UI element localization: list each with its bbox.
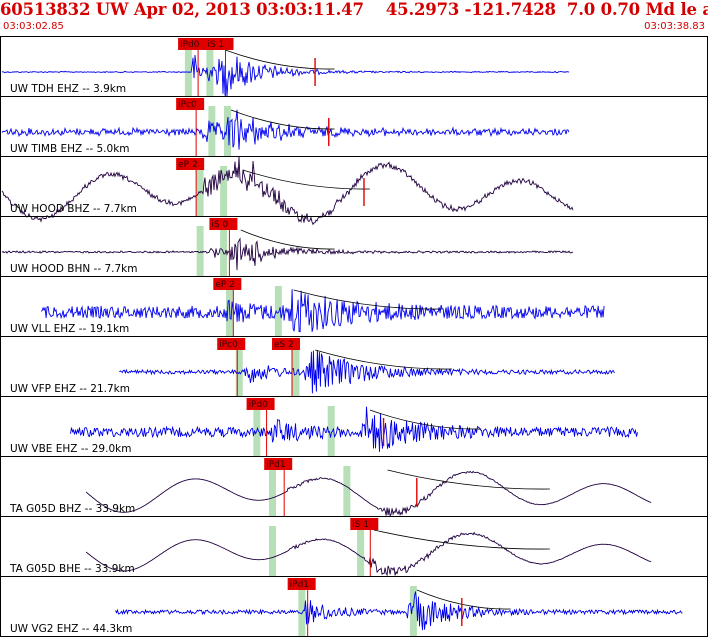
waveform-trace [85,531,652,577]
station-label: UW VBE EHZ -- 29.0km [10,443,131,455]
waveform-trace [1,109,570,150]
pick-flag [176,158,205,170]
pick-label: iPd1 [266,460,285,470]
coda-curve [230,109,335,130]
coda-curve [315,349,453,370]
pick-flag [350,518,379,530]
pick-flag [205,38,234,50]
waveform-trace [1,54,570,97]
pick-flag [176,98,205,110]
pick-label: iPc0 [178,100,197,110]
station-label: UW VLL EHZ -- 19.1km [10,323,129,335]
pick-window [196,226,204,276]
pick-label: eS 2 [274,340,294,350]
coda-curve [225,49,335,70]
coda-curve [369,409,482,430]
trace-panel: iPd1 TA G05D BHZ -- 33.9km [0,456,708,518]
waveform-trace [115,591,683,631]
trace-panel: iPc0 UW TIMB EHZ -- 5.0km [0,96,708,157]
pick-window [269,526,277,576]
pick-label: iS 1 [352,520,369,530]
pick-flag [246,398,275,410]
pick-label: iPc0 [219,340,238,350]
pick-label: iS 1 [207,40,224,50]
trace-panel: eP 2 UW HOOD BHZ -- 7.7km [0,156,708,226]
pick-window [196,166,204,216]
event-header-title: 60513832 UW Apr 02, 2013 03:03:11.47 45.… [0,0,708,19]
station-label: UW VG2 EHZ -- 44.3km [10,623,132,635]
pick-window [269,466,277,516]
waveform-trace [1,156,574,226]
station-label: UW HOOD BHN -- 7.7km [10,263,137,275]
trace-panel: iS 0 UW HOOD BHN -- 7.7km [0,216,708,277]
pick-window [206,46,214,96]
pick-label: eP 2 [215,280,235,290]
waveform-trace [1,237,574,271]
pick-window [220,226,228,276]
pick-label: iPd0 [180,40,200,50]
station-label: UW VFP EHZ -- 21.7km [10,383,130,395]
trace-panel: eP 2 UW VLL EHZ -- 19.1km [0,276,708,337]
station-label: UW HOOD BHZ -- 7.7km [10,203,137,215]
trace-panel: iPd1 UW VG2 EHZ -- 44.3km [0,576,708,637]
pick-window [235,346,243,396]
pick-window [274,286,282,336]
pick-window [343,466,351,516]
waveform-trace [40,289,605,333]
trace-panel: iPd0 UW VBE EHZ -- 29.0km [0,396,708,457]
pick-window [220,166,228,216]
pick-flag [272,338,301,350]
station-label: UW TIMB EHZ -- 5.0km [10,143,130,155]
pick-window [208,106,216,156]
trace-panel: iPd0 iS 1 UW TDH EHZ -- 3.9km [0,36,708,97]
waveform-trace [85,470,652,518]
pick-label: eP 2 [178,160,198,170]
station-label: TA G05D BHZ -- 33.9km [9,503,135,515]
pick-window [409,586,417,636]
coda-curve [416,589,511,610]
pick-window [327,406,335,456]
station-label: TA G05D BHE -- 33.9km [9,563,135,575]
start-time-label: 03:03:02.85 [3,21,64,32]
trace-panel: iPc0 eS 2 UW VFP EHZ -- 21.7km [0,336,708,397]
pick-window [298,586,306,636]
coda-curve [293,289,443,310]
coda-curve [240,229,335,250]
coda-curve [373,529,550,550]
pick-window [224,106,232,156]
waveform-trace [70,406,638,452]
pick-flag [213,278,242,290]
end-time-label: 03:03:38.83 [644,21,705,32]
pick-window [292,346,300,396]
coda-curve [242,169,370,190]
pick-flag [217,338,246,350]
coda-curve [387,469,550,490]
station-label: UW TDH EHZ -- 3.9km [10,83,126,95]
pick-flag [287,578,316,590]
waveform-trace [119,350,615,394]
pick-label: iPd0 [249,400,269,410]
pick-flag [178,38,207,50]
pick-label: iS 0 [211,220,228,230]
trace-panel: iS 1 TA G05D BHE -- 33.9km [0,516,708,577]
pick-flag [209,218,238,230]
pick-label: iPd1 [290,580,309,590]
pick-window [184,46,192,96]
pick-flag [264,458,293,470]
pick-window [357,526,365,576]
